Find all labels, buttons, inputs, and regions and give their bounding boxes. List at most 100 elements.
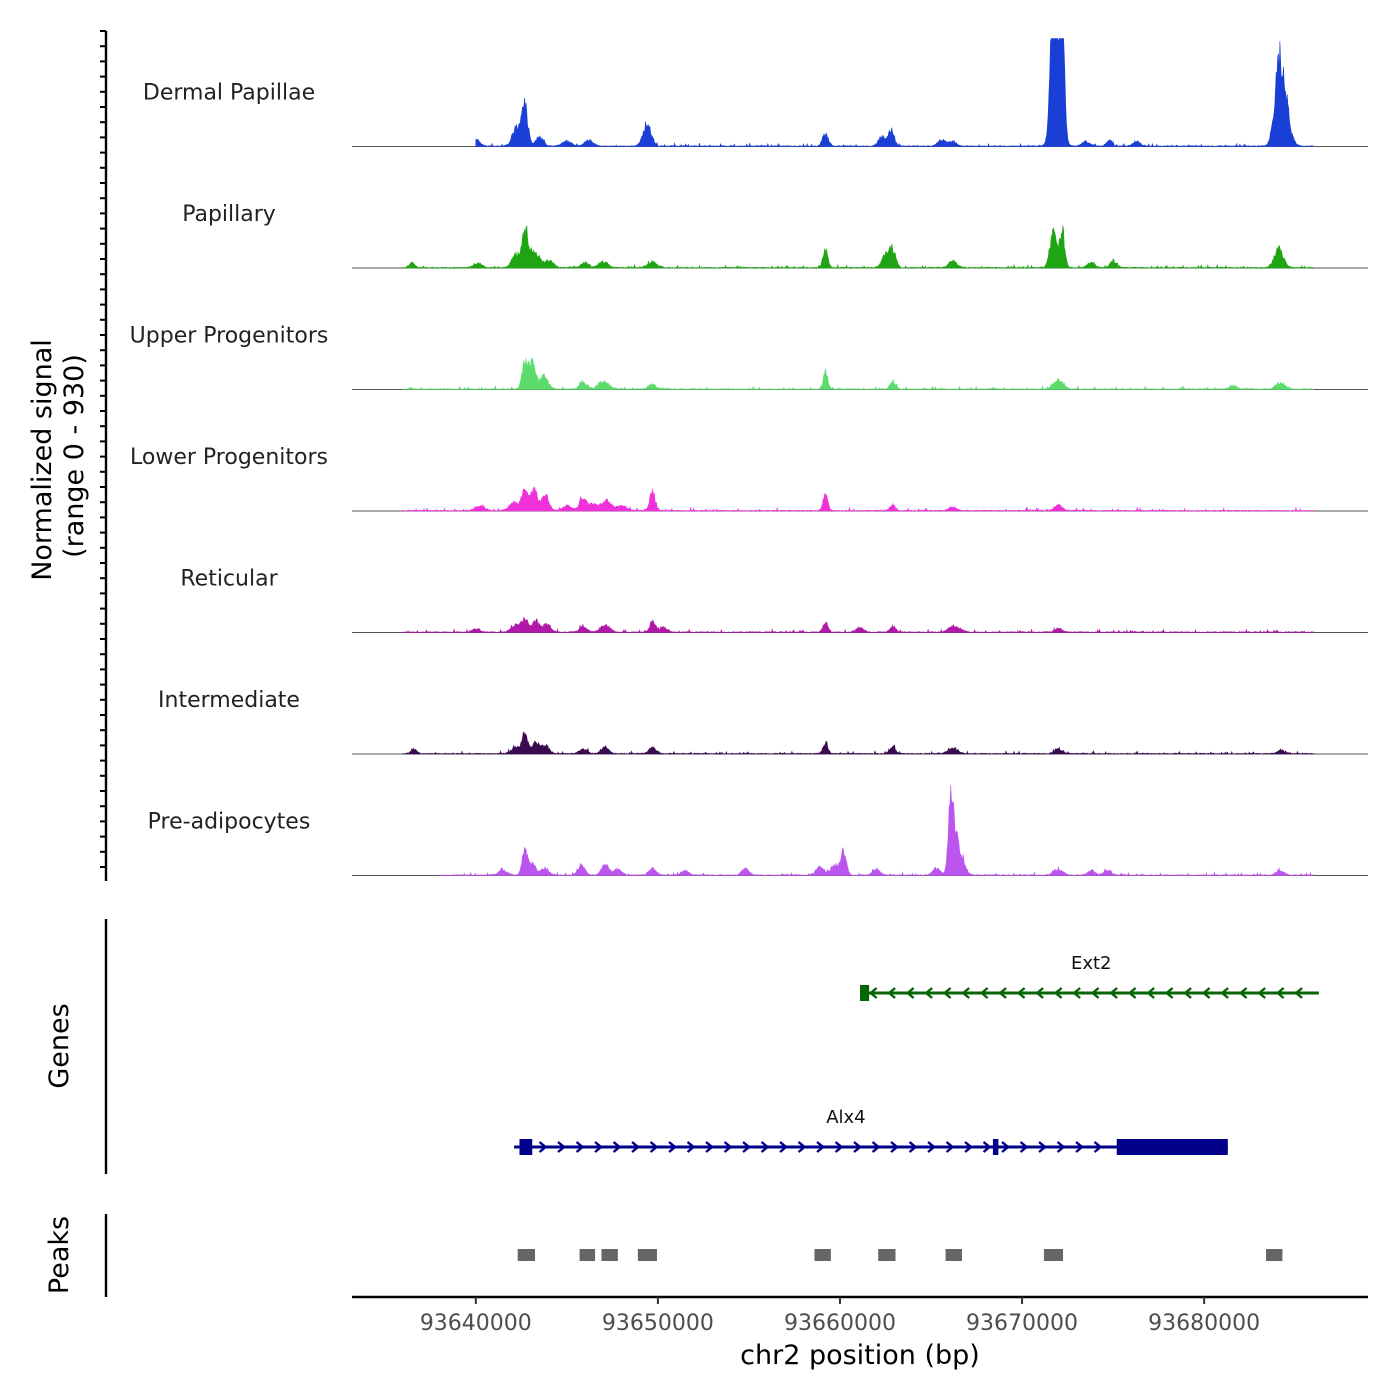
x-tick-label: 93640000 <box>420 1311 532 1336</box>
gene-label: Alx4 <box>826 1107 865 1128</box>
strand-chevron <box>853 1141 862 1153</box>
gene-exon <box>860 985 870 1001</box>
peak-region <box>579 1249 596 1261</box>
y-axis-label-line2: (range 0 - 930) <box>59 354 90 558</box>
strand-chevron <box>964 1141 973 1153</box>
y-axis-label-line1: Normalized signal <box>27 339 58 581</box>
peaks-panel-label: Peaks <box>44 1216 75 1294</box>
peak-regions <box>517 1249 1283 1261</box>
strand-chevron <box>998 987 1007 999</box>
strand-chevron <box>924 987 933 999</box>
strand-chevron <box>1109 987 1118 999</box>
strand-chevron <box>723 1141 733 1153</box>
peak-region <box>601 1249 618 1261</box>
strand-chevron <box>1201 987 1211 999</box>
coverage-signal <box>402 357 1314 391</box>
strand-chevron <box>1183 987 1192 999</box>
strand-chevron <box>557 1141 566 1153</box>
strand-chevron <box>1035 987 1044 999</box>
coverage-track: Pre-adipocytes <box>148 785 1368 876</box>
strand-chevron <box>742 1141 751 1153</box>
coverage-track: Dermal Papillae <box>143 38 1368 148</box>
strand-chevron <box>705 1141 714 1153</box>
track-label: Reticular <box>180 567 278 592</box>
strand-chevron <box>575 1141 585 1153</box>
peak-region <box>637 1249 657 1261</box>
x-tick-label: 93660000 <box>784 1311 896 1336</box>
strand-chevron <box>1001 1141 1010 1153</box>
strand-chevron <box>887 987 896 999</box>
strand-chevron <box>797 1141 807 1153</box>
coverage-track: Reticular <box>180 567 1368 634</box>
gene-model: Alx4 <box>514 1107 1228 1155</box>
coverage-track: Intermediate <box>158 688 1368 755</box>
strand-chevron <box>760 1141 770 1153</box>
track-label: Lower Progenitors <box>130 445 328 470</box>
gene-exon <box>519 1139 533 1155</box>
x-tick-label: 93650000 <box>602 1311 714 1336</box>
strand-chevron <box>1127 987 1137 999</box>
strand-chevron <box>538 1141 548 1153</box>
peak-region <box>1266 1249 1283 1261</box>
peak-region <box>814 1249 831 1261</box>
gene-exon <box>1116 1139 1228 1155</box>
coverage-signal <box>402 486 1314 512</box>
track-label: Dermal Papillae <box>143 81 315 106</box>
gene-label: Ext2 <box>1071 953 1112 974</box>
x-tick-label: 93680000 <box>1148 1311 1260 1336</box>
strand-chevron <box>1294 987 1303 999</box>
peak-region <box>878 1249 896 1261</box>
strand-chevron <box>1056 1141 1066 1153</box>
coverage-tracks: Dermal Papillae Papillary Upper Progenitor… <box>130 38 1368 876</box>
x-axis-ticks: 93640000 93650000 93660000 93670000 93680000 <box>420 1297 1260 1336</box>
strand-chevron <box>942 987 952 999</box>
strand-chevron <box>1053 987 1063 999</box>
track-label: Intermediate <box>158 688 300 713</box>
strand-chevron <box>686 1141 696 1153</box>
strand-chevron <box>961 987 970 999</box>
strand-chevron <box>871 1141 881 1153</box>
coverage-signal <box>475 38 1314 148</box>
strand-chevron <box>1275 987 1285 999</box>
track-label: Papillary <box>182 202 276 227</box>
strand-chevron <box>905 987 915 999</box>
strand-chevron <box>649 1141 659 1153</box>
coverage-signal <box>402 225 1314 269</box>
strand-chevron <box>612 1141 622 1153</box>
strand-chevron <box>834 1141 844 1153</box>
peak-region <box>1043 1249 1064 1261</box>
track-label: Upper Progenitors <box>130 324 329 349</box>
gene-annotations: Ext2 Alx4 <box>514 953 1319 1155</box>
strand-chevron <box>927 1141 936 1153</box>
strand-chevron <box>945 1141 955 1153</box>
x-tick-label: 93670000 <box>966 1311 1078 1336</box>
strand-chevron <box>1072 987 1081 999</box>
peak-region <box>945 1249 962 1261</box>
coverage-signal <box>402 616 1314 634</box>
gene-model: Ext2 <box>860 953 1319 1001</box>
strand-chevron <box>1146 987 1155 999</box>
strand-chevron <box>1220 987 1229 999</box>
coverage-track: Upper Progenitors <box>130 324 1368 391</box>
coverage-signal <box>402 731 1314 755</box>
strand-chevron <box>1093 1141 1103 1153</box>
strand-chevron <box>1238 987 1248 999</box>
coverage-track: Lower Progenitors <box>130 445 1368 512</box>
strand-chevron <box>668 1141 677 1153</box>
strand-chevron <box>1090 987 1100 999</box>
strand-chevron <box>1019 1141 1029 1153</box>
strand-chevron <box>779 1141 788 1153</box>
strand-chevron <box>816 1141 825 1153</box>
strand-chevron <box>1164 987 1174 999</box>
strand-chevron <box>890 1141 899 1153</box>
x-axis-label: chr2 position (bp) <box>740 1340 980 1371</box>
peak-region <box>517 1249 535 1261</box>
strand-chevron <box>631 1141 640 1153</box>
strand-chevron <box>594 1141 603 1153</box>
track-label: Pre-adipocytes <box>148 810 311 835</box>
coverage-signal <box>439 785 1314 876</box>
strand-chevron <box>982 1141 992 1153</box>
strand-chevron <box>908 1141 918 1153</box>
strand-chevron <box>868 987 878 999</box>
